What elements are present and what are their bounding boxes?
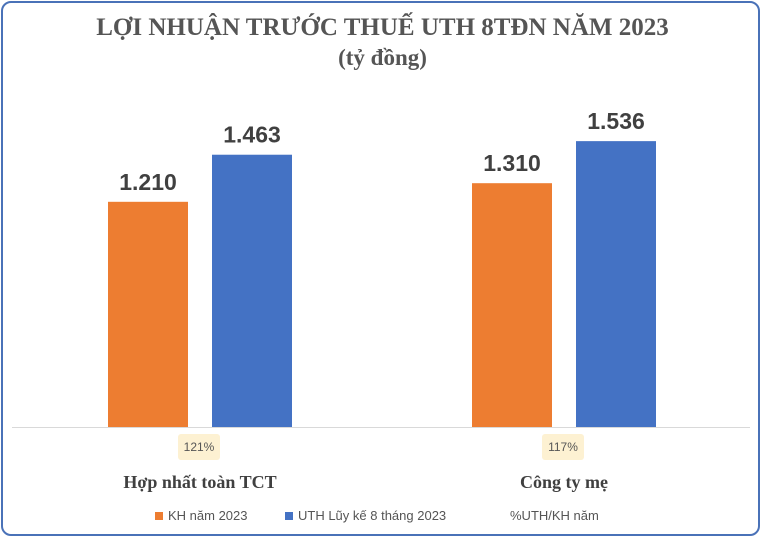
legend-label: %UTH/KH năm: [510, 508, 599, 523]
ratio-label-0: 121%: [178, 434, 220, 460]
legend-item-actual: UTH Lũy kế 8 tháng 2023: [285, 508, 446, 523]
category-label-0: Hợp nhất toàn TCT: [123, 472, 277, 492]
legend-item-plan: KH năm 2023: [155, 508, 248, 523]
chart-title: LỢI NHUẬN TRƯỚC THUẾ UTH 8TĐN NĂM 2023: [96, 14, 669, 41]
data-label-1-1: 1.536: [587, 108, 645, 134]
ratio-label-1: 117%: [542, 434, 584, 460]
bar-1-0: [212, 154, 292, 427]
data-label-0-0: 1.210: [119, 169, 177, 195]
legend-label: UTH Lũy kế 8 tháng 2023: [298, 508, 447, 523]
legend-label: KH năm 2023: [168, 508, 248, 523]
bar-0-1: [472, 183, 552, 427]
legend-item-ratio: %UTH/KH năm: [510, 508, 599, 523]
category-label-1: Công ty mẹ: [520, 472, 608, 492]
chart-subtitle: (tỷ đồng): [338, 45, 427, 70]
legend-swatch-blue: [285, 511, 293, 520]
data-label-1-0: 1.463: [223, 122, 281, 148]
bar-1-1: [576, 141, 656, 427]
legend-swatch-orange: [155, 511, 163, 520]
data-label-0-1: 1.310: [483, 150, 541, 176]
bar-0-0: [108, 201, 188, 427]
